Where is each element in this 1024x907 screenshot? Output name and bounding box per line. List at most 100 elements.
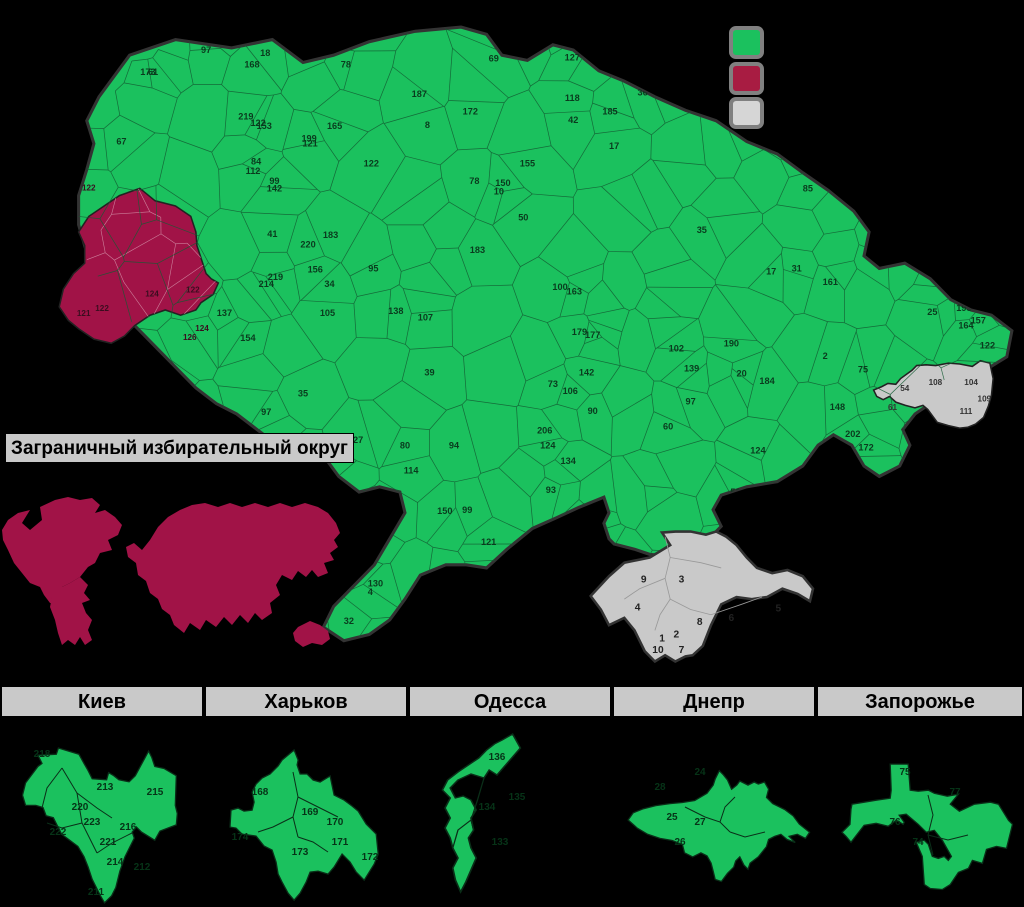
svg-text:24: 24 — [694, 767, 706, 778]
svg-text:148: 148 — [830, 402, 845, 412]
svg-text:153: 153 — [654, 79, 669, 89]
svg-text:124: 124 — [750, 445, 766, 455]
svg-text:104: 104 — [964, 378, 978, 387]
svg-text:35: 35 — [697, 225, 707, 235]
svg-text:6: 6 — [729, 613, 735, 624]
svg-text:146: 146 — [272, 634, 287, 644]
svg-text:2: 2 — [673, 630, 679, 641]
svg-text:183: 183 — [323, 230, 338, 240]
svg-text:124: 124 — [145, 289, 159, 298]
svg-text:107: 107 — [418, 312, 433, 322]
svg-text:172: 172 — [362, 852, 379, 863]
svg-text:190: 190 — [724, 338, 739, 348]
svg-text:221: 221 — [100, 837, 117, 848]
svg-text:76: 76 — [889, 817, 901, 828]
svg-text:187: 187 — [412, 89, 427, 99]
svg-text:169: 169 — [302, 807, 319, 818]
svg-text:199: 199 — [301, 133, 316, 143]
svg-text:3: 3 — [679, 574, 685, 585]
svg-text:87: 87 — [877, 159, 887, 169]
svg-text:200: 200 — [930, 560, 945, 570]
svg-text:78: 78 — [469, 176, 479, 186]
svg-text:25: 25 — [927, 307, 937, 317]
svg-text:39: 39 — [424, 367, 434, 377]
svg-text:25: 25 — [666, 812, 678, 823]
svg-text:4: 4 — [635, 602, 641, 613]
svg-text:7: 7 — [679, 645, 685, 656]
svg-text:109: 109 — [978, 394, 992, 403]
svg-text:27: 27 — [694, 817, 706, 828]
svg-text:127: 127 — [565, 52, 580, 62]
svg-text:215: 215 — [147, 787, 164, 798]
svg-text:130: 130 — [961, 69, 976, 79]
svg-text:31: 31 — [792, 263, 802, 273]
svg-text:161: 161 — [823, 277, 838, 287]
svg-text:139: 139 — [684, 363, 699, 373]
svg-text:81: 81 — [832, 63, 842, 73]
svg-text:85: 85 — [803, 183, 813, 193]
svg-text:99: 99 — [269, 176, 279, 186]
svg-text:195: 195 — [274, 489, 289, 499]
svg-text:35: 35 — [298, 388, 308, 398]
svg-text:93: 93 — [546, 485, 556, 495]
svg-text:184: 184 — [759, 376, 775, 386]
svg-text:67: 67 — [800, 63, 810, 73]
svg-text:147: 147 — [821, 123, 836, 133]
svg-text:12: 12 — [876, 231, 886, 241]
svg-text:122: 122 — [186, 285, 200, 294]
svg-text:28: 28 — [814, 94, 824, 104]
svg-text:134: 134 — [561, 456, 577, 466]
svg-text:219: 219 — [238, 112, 253, 122]
svg-text:87: 87 — [140, 354, 150, 364]
svg-text:122: 122 — [980, 340, 995, 350]
svg-text:60: 60 — [663, 422, 673, 432]
svg-text:20: 20 — [736, 368, 746, 378]
svg-text:27: 27 — [353, 435, 363, 445]
svg-text:18: 18 — [260, 48, 270, 58]
svg-text:141: 141 — [214, 483, 229, 493]
svg-text:39: 39 — [235, 486, 245, 496]
svg-text:17: 17 — [766, 267, 776, 277]
svg-text:106: 106 — [563, 386, 578, 396]
svg-text:163: 163 — [969, 587, 984, 597]
svg-text:172: 172 — [858, 442, 873, 452]
svg-text:168: 168 — [252, 787, 269, 798]
svg-text:175: 175 — [852, 566, 867, 576]
svg-text:185: 185 — [602, 106, 617, 116]
svg-text:155: 155 — [520, 158, 535, 168]
svg-text:39: 39 — [97, 388, 107, 398]
svg-text:80: 80 — [400, 440, 410, 450]
svg-text:140: 140 — [933, 597, 948, 607]
svg-text:124: 124 — [540, 440, 556, 450]
svg-text:61: 61 — [888, 403, 897, 412]
svg-text:200: 200 — [483, 568, 498, 578]
svg-text:67: 67 — [116, 137, 126, 147]
svg-text:211: 211 — [88, 887, 105, 898]
svg-text:10: 10 — [652, 645, 664, 656]
svg-text:153: 153 — [257, 121, 272, 131]
svg-text:134: 134 — [479, 802, 496, 813]
svg-text:220: 220 — [300, 240, 315, 250]
svg-text:172: 172 — [463, 106, 478, 116]
svg-text:168: 168 — [244, 60, 259, 70]
svg-text:105: 105 — [560, 596, 575, 606]
svg-text:68: 68 — [248, 468, 258, 478]
svg-text:84: 84 — [251, 156, 262, 166]
svg-text:156: 156 — [308, 264, 323, 274]
svg-text:174: 174 — [232, 832, 249, 843]
svg-text:69: 69 — [986, 167, 996, 177]
svg-text:61: 61 — [994, 620, 1004, 630]
svg-text:76: 76 — [310, 23, 320, 33]
svg-text:99: 99 — [462, 505, 472, 515]
svg-text:175: 175 — [526, 34, 541, 44]
svg-text:177: 177 — [585, 330, 600, 340]
svg-text:118: 118 — [565, 93, 580, 103]
svg-text:42: 42 — [568, 115, 578, 125]
svg-text:112: 112 — [246, 166, 261, 176]
svg-text:8: 8 — [425, 120, 430, 130]
svg-text:163: 163 — [567, 286, 582, 296]
svg-text:223: 223 — [84, 817, 101, 828]
svg-text:156: 156 — [976, 485, 991, 495]
svg-text:220: 220 — [72, 802, 89, 813]
svg-text:10: 10 — [494, 186, 504, 196]
